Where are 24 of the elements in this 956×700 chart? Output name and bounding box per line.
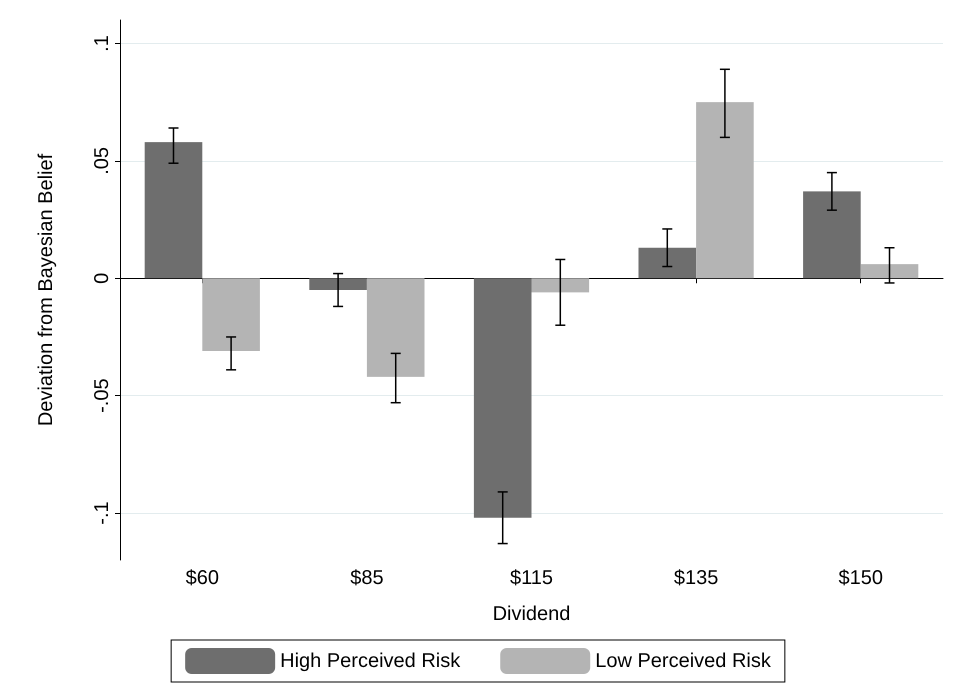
x-axis-title: Dividend [492,603,570,625]
bar [144,142,202,278]
y-tick-label: .1 [91,35,113,52]
y-axis-title: Deviation from Bayesian Belief [35,153,57,426]
bar [202,278,260,352]
x-tick-label: $150 [838,567,883,589]
y-tick-label: 0 [91,272,113,284]
bar [696,102,754,278]
legend-label: Low Perceived Risk [595,650,772,672]
x-tick-label: $60 [186,567,219,589]
y-tick-label: .05 [91,146,113,175]
x-tick-label: $115 [510,567,554,589]
bar [474,278,532,518]
y-tick-label: -.05 [91,378,113,413]
x-tick-label: $135 [674,567,718,589]
x-tick-label: $85 [350,567,384,589]
bar [860,264,918,278]
bar [366,278,425,377]
bar [532,278,590,292]
y-tick-label: -.1 [91,501,113,525]
bar [638,248,696,278]
bar [309,278,367,290]
bar [803,191,861,278]
legend-label: High Perceived Risk [280,650,462,672]
